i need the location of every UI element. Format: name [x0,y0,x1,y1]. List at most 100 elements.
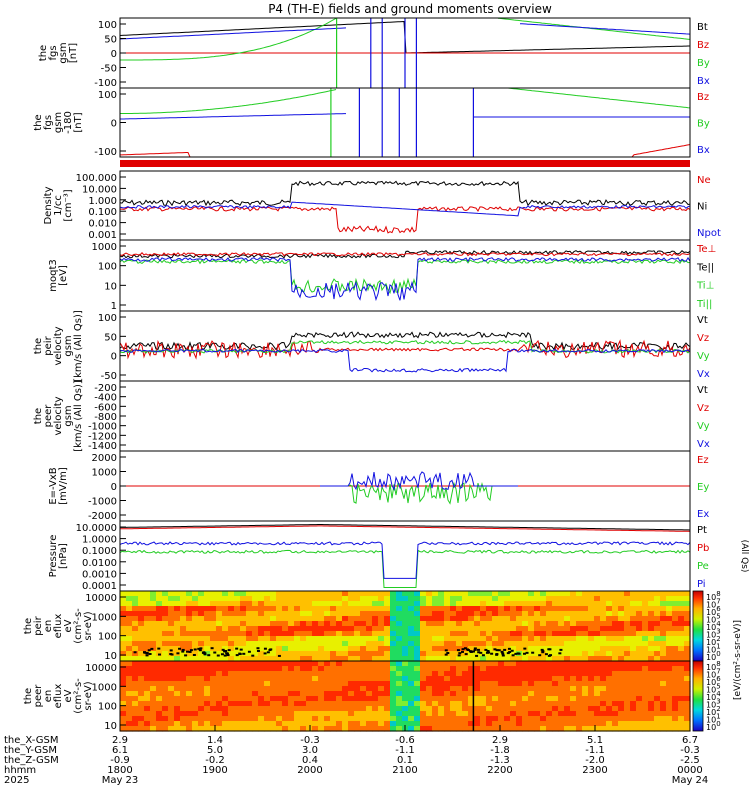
spectrogram-cell [468,601,475,607]
spectrogram-cell [528,631,535,637]
spectrogram-noise [201,651,205,654]
spectrogram-cell [480,606,487,612]
spectrogram-cell [672,666,679,672]
spectrogram-cell [384,716,391,722]
spectrogram-cell [558,591,565,597]
spectrogram-cell [432,651,439,657]
spectrogram-cell [522,631,529,637]
spectrogram-cell [174,591,181,597]
spectrogram-cell [474,716,481,722]
spectrogram-cell [132,676,139,682]
spectrogram-cell [498,636,505,642]
spectrogram-cell [606,681,613,687]
spectrogram-cell [366,631,373,637]
spectrogram-cell [300,651,307,657]
spectrogram-cell [504,711,511,717]
spectrogram-cell [240,626,247,632]
spectrogram-noise [508,651,512,654]
spectrogram-cell [300,666,307,672]
spectrogram-cell [666,631,673,637]
spectrogram-cell [300,661,307,667]
spectrogram-cell [246,666,253,672]
y-tick-label: 0 [111,482,117,493]
spectrogram-cell [234,606,241,612]
spectrogram-cell [162,666,169,672]
spectrogram-cell [120,616,127,622]
spectrogram-cell [414,706,421,712]
spectrogram-cell [126,661,133,667]
spectrogram-cell [438,701,445,707]
spectrogram-cell [540,671,547,677]
spectrogram-cell [570,591,577,597]
spectrogram-noise [500,650,504,653]
spectrogram-cell [642,696,649,702]
spectrogram-cell [312,591,319,597]
spectrogram-cell [180,721,187,727]
spectrogram-cell [420,706,427,712]
spectrogram-cell [276,601,283,607]
spectrogram-cell [420,711,427,717]
spectrogram-cell [600,706,607,712]
spectrogram-cell [192,601,199,607]
spectrogram-cell [312,631,319,637]
spectrogram-noise [481,654,485,657]
spectrogram-cell [144,601,151,607]
spectrogram-cell [198,666,205,672]
spectrogram-cell [510,706,517,712]
spectrogram-cell [390,621,397,627]
spectrogram-cell [498,631,505,637]
spectrogram-cell [606,671,613,677]
y-axis-label: the peir en eflux eV (cm²-s-sr-eV) [23,608,94,644]
spectrogram-cell [648,691,655,697]
spectrogram-cell [402,666,409,672]
spectrogram-cell [132,671,139,677]
spectrogram-cell [120,726,127,732]
y-tick-label: 0.0010 [82,569,117,580]
spectrogram-cell [678,606,685,612]
spectrogram-cell [360,681,367,687]
spectrogram-cell [630,711,637,717]
spectrogram-cell [270,661,277,667]
spectrogram-cell [504,606,511,612]
spectrogram-cell [210,686,217,692]
y-tick-label: 1000 [92,468,117,479]
spectrogram-cell [648,716,655,722]
spectrogram-cell [120,651,127,657]
spectrogram-cell [228,656,235,662]
spectrogram-cell [240,596,247,602]
spectrogram-noise [495,653,499,656]
spectrogram-cell [264,636,271,642]
x-tick-label: 5.0 [207,745,223,756]
spectrogram-cell [486,726,493,732]
spectrogram-cell [156,661,163,667]
spectrogram-cell [576,611,583,617]
spectrogram-cell [672,631,679,637]
spectrogram-cell [558,606,565,612]
spectrogram-cell [210,706,217,712]
spectrogram-cell [174,636,181,642]
spectrogram-cell [432,631,439,637]
spectrogram-cell [138,646,145,652]
spectrogram-cell [480,656,487,662]
spectrogram-cell [408,651,415,657]
spectrogram-cell [402,686,409,692]
spectrogram-cell [330,671,337,677]
spectrogram-cell [282,596,289,602]
spectrogram-cell [240,616,247,622]
spectrogram-cell [492,606,499,612]
spectrogram-cell [414,646,421,652]
spectrogram-cell [576,616,583,622]
spectrogram-cell [684,681,691,687]
spectrogram-cell [414,711,421,717]
spectrogram-noise [198,649,202,652]
spectrogram-cell [426,711,433,717]
spectrogram-cell [594,616,601,622]
spectrogram-cell [510,716,517,722]
spectrogram-cell [480,621,487,627]
spectrogram-cell [228,701,235,707]
spectrogram-cell [156,711,163,717]
spectrogram-cell [396,646,403,652]
spectrogram-cell [540,631,547,637]
spectrogram-cell [174,621,181,627]
